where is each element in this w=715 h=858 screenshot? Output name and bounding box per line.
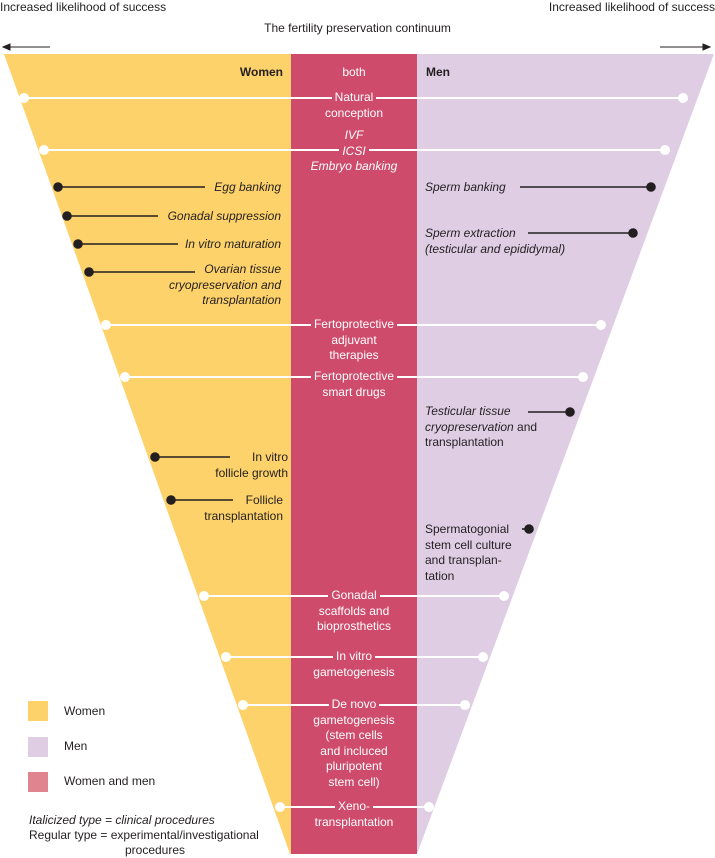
legend-label-women: Women <box>64 704 106 718</box>
adjuvant-label: Fertoprotective adjuvant therapies <box>291 317 417 364</box>
ivf-endpoint-dot <box>660 145 670 155</box>
xeno-endpoint-dot <box>275 802 285 812</box>
in-vitro-maturation-dot <box>73 239 83 249</box>
denovo-endpoint-dot <box>238 700 248 710</box>
gonadal-suppression-dot <box>62 211 72 221</box>
ivf-endpoint-dot <box>39 145 49 155</box>
legend-note-regular-cont: procedures <box>124 843 186 857</box>
testicular-tissue-label: Testicular tissue cryopreservation and tra… <box>425 404 538 449</box>
women-header: Women <box>239 65 283 79</box>
in-vitro-maturation-label: In vitro maturation <box>184 237 281 251</box>
sperm-banking-dot <box>646 182 656 192</box>
follicle-growth-label: In vitro follicle growth <box>215 450 288 480</box>
scaffolds-endpoint-dot <box>499 591 509 601</box>
ivg-endpoint-dot <box>221 652 231 662</box>
xeno-endpoint-dot <box>424 802 434 812</box>
adjuvant-endpoint-dot <box>101 320 111 330</box>
sperm-extraction-dot <box>628 228 638 238</box>
smart-label: Fertoprotective smart drugs <box>291 369 417 400</box>
legend-note-regular: Regular type = experimental/investigatio… <box>29 828 259 842</box>
denovo-label: De novo gametogenesis (stem cells and inclu… <box>291 697 417 790</box>
scaffolds-label: Gonadal scaffolds and bioprosthetics <box>291 588 417 635</box>
spermatogonial-dot <box>524 524 534 534</box>
egg-banking-dot <box>53 182 63 192</box>
follicle-growth-dot <box>150 452 160 462</box>
diagram-title: The fertility preservation continuum <box>264 21 451 35</box>
legend-note-italic: Italicized type = clinical procedures <box>29 813 215 827</box>
follicle-transplant-dot <box>166 495 176 505</box>
left-axis-label: Increased likelihood of success <box>0 0 167 14</box>
denovo-endpoint-dot <box>460 700 470 710</box>
smart-endpoint-dot <box>578 372 588 382</box>
sperm-extraction-label: Sperm extraction (testicular and epididym… <box>425 226 566 256</box>
natural-endpoint-dot <box>678 93 688 103</box>
ovarian-tissue-label: Ovarian tissue cryopreservation and transp… <box>168 262 281 307</box>
gonadal-suppression-label: Gonadal suppression <box>167 209 281 223</box>
legend-label-men: Men <box>64 739 88 753</box>
left-arrow <box>1 43 50 51</box>
scaffolds-endpoint-dot <box>199 591 209 601</box>
ivg-label: In vitro gametogenesis <box>291 649 417 680</box>
men-header: Men <box>426 65 450 79</box>
legend-swatch-women <box>28 701 48 721</box>
legend-swatch-both <box>28 772 48 792</box>
testicular-tissue-dot <box>565 407 575 417</box>
sperm-banking-label: Sperm banking <box>425 180 506 194</box>
right-arrow <box>660 43 712 51</box>
legend-label-both: Women and men <box>64 774 156 788</box>
legend-swatch-men <box>28 737 48 757</box>
egg-banking-label: Egg banking <box>214 180 281 194</box>
ivf-label: IVF ICSI Embryo banking <box>291 128 417 175</box>
spermatogonial-label: Spermatogonial stem cell culture and trans… <box>425 522 512 583</box>
ovarian-tissue-dot <box>84 267 94 277</box>
smart-endpoint-dot <box>120 372 130 382</box>
xeno-label: Xeno-transplantation <box>291 799 417 830</box>
adjuvant-endpoint-dot <box>596 320 606 330</box>
women-region <box>4 54 291 854</box>
natural-label: Natural conception <box>291 90 417 121</box>
ivg-endpoint-dot <box>478 652 488 662</box>
both-header: both <box>342 65 366 79</box>
men-region <box>417 54 714 854</box>
natural-endpoint-dot <box>19 93 29 103</box>
right-axis-label: Increased likelihood of success <box>548 0 715 14</box>
follicle-transplant-label: Follicle transplantation <box>204 493 283 523</box>
